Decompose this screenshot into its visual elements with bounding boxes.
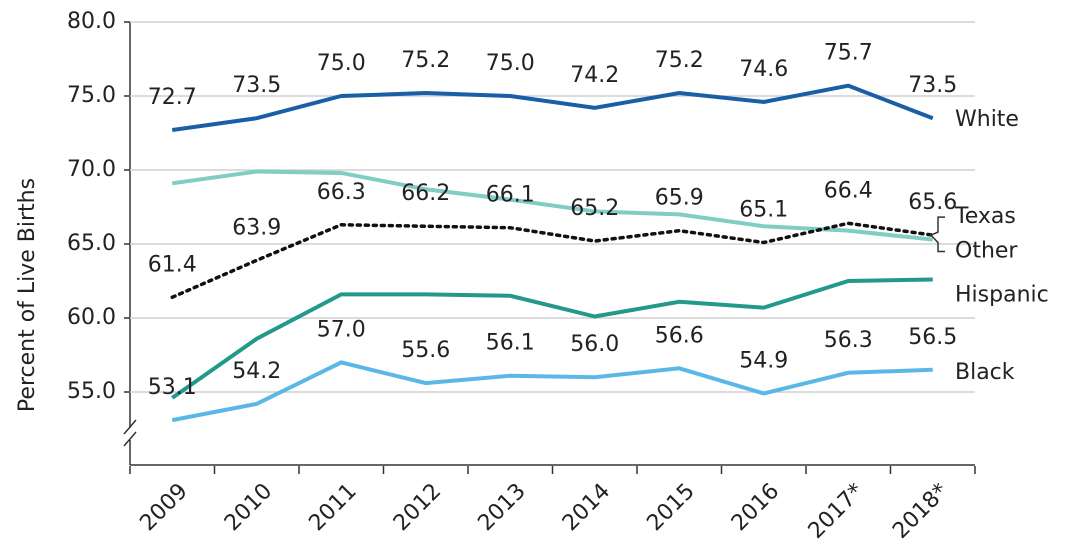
data-label: 56.3 xyxy=(824,328,873,353)
data-label: 61.4 xyxy=(148,252,197,277)
data-label: 74.6 xyxy=(739,57,788,82)
data-label: 63.9 xyxy=(232,215,281,240)
data-label: 57.0 xyxy=(317,317,366,342)
legend-label: Other xyxy=(955,239,1018,264)
x-tick-label: 2012 xyxy=(389,479,446,536)
data-label: 75.0 xyxy=(317,51,366,76)
series-line xyxy=(171,83,934,133)
data-label: 73.5 xyxy=(908,73,957,98)
y-axis-title: Percent of Live Births xyxy=(15,178,40,412)
y-tick-label: 70.0 xyxy=(67,157,116,182)
x-tick-label: 2018* xyxy=(888,479,953,544)
x-tick-label: 2015 xyxy=(642,479,699,536)
y-tick-label: 65.0 xyxy=(67,231,116,256)
x-tick-label: 2011 xyxy=(304,479,361,536)
data-label: 75.0 xyxy=(486,51,535,76)
x-tick-label: 2017* xyxy=(804,479,869,544)
data-label: 65.1 xyxy=(739,198,788,223)
x-tick-label: 2013 xyxy=(473,479,530,536)
data-label: 65.2 xyxy=(570,196,619,221)
data-label: 54.9 xyxy=(739,348,788,373)
data-label: 66.2 xyxy=(401,181,450,206)
data-label: 72.7 xyxy=(148,85,197,110)
data-label: 56.1 xyxy=(486,331,535,356)
series-line xyxy=(171,169,933,242)
data-label: 66.4 xyxy=(824,178,873,203)
x-tick-label: 2016 xyxy=(727,479,784,536)
data-label: 56.5 xyxy=(908,325,957,350)
data-label: 55.6 xyxy=(401,338,450,363)
x-tick-label: 2009 xyxy=(135,479,192,536)
data-label: 65.9 xyxy=(655,186,704,211)
legend-label: Hispanic xyxy=(955,283,1049,308)
legend-bracket xyxy=(929,216,945,253)
axis-break xyxy=(123,419,137,447)
series-line xyxy=(171,277,933,400)
series-line xyxy=(170,221,935,300)
series-line xyxy=(171,360,933,423)
data-label: 66.1 xyxy=(486,183,535,208)
data-label: 65.6 xyxy=(908,190,957,215)
legend-label: White xyxy=(955,107,1019,132)
y-tick-label: 60.0 xyxy=(67,305,116,330)
y-tick-label: 75.0 xyxy=(67,83,116,108)
x-tick-label: 2014 xyxy=(558,479,615,536)
data-label: 75.7 xyxy=(824,41,873,66)
data-label: 56.0 xyxy=(570,332,619,357)
y-tick-label: 55.0 xyxy=(67,379,116,404)
data-label: 66.3 xyxy=(317,180,366,205)
legend-label: Texas xyxy=(954,204,1016,229)
data-label: 75.2 xyxy=(401,48,450,73)
data-label: 74.2 xyxy=(570,63,619,88)
y-tick-label: 80.0 xyxy=(67,9,116,34)
data-label: 75.2 xyxy=(655,48,704,73)
data-label: 54.2 xyxy=(232,359,281,384)
data-label: 56.6 xyxy=(655,323,704,348)
data-label: 53.1 xyxy=(148,375,197,400)
x-tick-label: 2010 xyxy=(220,479,277,536)
axes xyxy=(123,22,975,466)
data-label: 73.5 xyxy=(232,73,281,98)
legend-label: Black xyxy=(955,360,1015,385)
